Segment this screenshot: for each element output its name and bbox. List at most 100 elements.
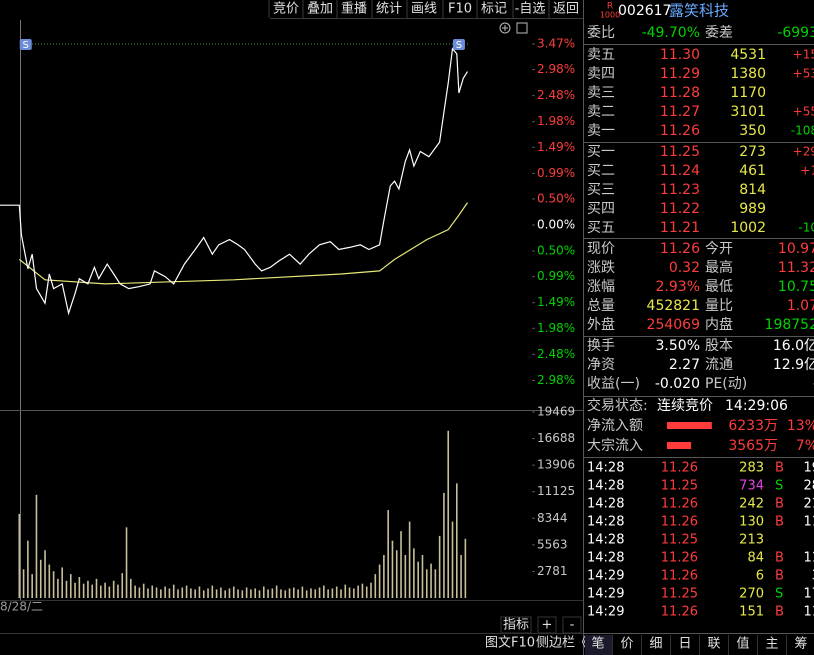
window-icon[interactable] (516, 22, 528, 34)
tab[interactable]: 细 (649, 637, 662, 652)
quote-label: 股本 (705, 338, 733, 354)
stock-code: 002617 (618, 3, 671, 19)
volume-bar (430, 563, 432, 598)
tick-price: 11.26 (661, 569, 698, 584)
volume-bar (18, 513, 21, 598)
volume-bar (365, 586, 368, 598)
zoom-icon[interactable] (499, 22, 511, 34)
volume-bar (284, 590, 287, 598)
volume-bar (310, 588, 312, 598)
volume-bar (31, 574, 33, 598)
volume-bar (104, 582, 106, 598)
tick-price: 11.26 (661, 461, 698, 476)
tab[interactable]: 联 (707, 637, 720, 652)
order-volume: 1170 (730, 85, 766, 101)
signal-marker (19, 39, 32, 50)
tick-time: 14:28 (587, 533, 624, 548)
tab[interactable]: 日 (678, 637, 691, 652)
volume-bar (138, 587, 141, 598)
quote-value: - (813, 376, 814, 392)
tick-time: 14:29 (587, 587, 624, 602)
toolbar-button[interactable]: 竞价 (273, 1, 299, 17)
order-change: +15 (793, 48, 814, 62)
order-change: -108 (791, 124, 814, 138)
volume-bar (35, 494, 38, 598)
volume-bar (65, 580, 68, 598)
quote-label: 涨幅 (587, 279, 615, 295)
quote-value: 10.75 (778, 279, 814, 295)
tick-price: 11.26 (661, 551, 698, 566)
tick-count: 17 (803, 587, 814, 602)
order-change: +53 (793, 67, 814, 81)
indicator-button[interactable]: + (542, 618, 553, 633)
quote-label: PE(动) (705, 376, 747, 392)
tick-time: 14:28 (587, 497, 624, 512)
order-price: 11.24 (660, 163, 700, 179)
quote-value: 1.07 (787, 298, 814, 314)
tab[interactable]: 值 (736, 636, 749, 652)
order-change: +55 (793, 105, 814, 119)
volume-bar (198, 586, 201, 598)
volume-bar (74, 582, 76, 598)
volume-bar (443, 492, 445, 598)
volume-bar (451, 521, 454, 598)
footer-link[interactable]: 图文F10 (485, 636, 535, 651)
quote-value: 452821 (647, 298, 700, 314)
tick-side: B (775, 497, 784, 512)
order-level: 买五 (587, 220, 615, 236)
order-price: 11.22 (660, 201, 700, 217)
volume-bar (155, 587, 158, 598)
toolbar-button[interactable]: 重播 (341, 1, 367, 17)
volume-bar (383, 555, 385, 598)
tab[interactable]: 主 (765, 637, 778, 652)
y-tick-label: 2.48% (537, 347, 575, 361)
flow-bar (667, 442, 692, 449)
tick-volume: 242 (739, 497, 764, 512)
volume-bar (232, 586, 235, 598)
volume-bar (400, 531, 402, 598)
volume-bar (177, 589, 179, 598)
toolbar-button[interactable]: 返回 (553, 2, 579, 17)
quote-label: 现价 (587, 241, 615, 257)
volume-bar (374, 574, 377, 598)
tick-count: 11 (803, 551, 814, 566)
toolbar-button[interactable]: 叠加 (307, 2, 333, 17)
quote-label: 最高 (705, 259, 733, 276)
tab[interactable]: 笔 (591, 636, 604, 652)
signal-marker (452, 39, 465, 50)
toolbar-button[interactable]: F10 (448, 2, 472, 17)
y-tick-label: 0.99% (537, 269, 575, 283)
flow-label: 大宗流入 (587, 438, 643, 454)
volume-bar (361, 583, 364, 598)
quote-label: 总量 (587, 298, 615, 314)
y-tick-label: 2.48% (537, 88, 575, 102)
volume-bar (194, 589, 196, 598)
quote-value: 11.32 (778, 260, 814, 276)
toolbar-button[interactable]: 统计 (376, 2, 402, 17)
toolbar-button[interactable]: -自选 (515, 2, 546, 17)
order-volume: 461 (739, 163, 766, 179)
flow-amount: 6233万 (728, 418, 778, 434)
tick-price: 11.26 (661, 515, 698, 530)
tab[interactable]: 价 (620, 637, 633, 652)
y-tick-label: 1.98% (537, 321, 575, 335)
flow-pct: 13% (787, 418, 814, 434)
order-volume: 4531 (730, 47, 766, 63)
indicator-button[interactable]: 指标 (503, 618, 529, 633)
tick-side: B (775, 515, 784, 530)
indicator-button[interactable]: - (570, 618, 575, 633)
footer-link[interactable]: 侧边栏《 (536, 636, 588, 651)
tab[interactable]: 筹 (794, 636, 807, 652)
tick-count: 21 (803, 497, 814, 512)
volume-bar (413, 548, 415, 598)
toolbar-button[interactable]: 画线 (411, 2, 437, 17)
volume-bar (78, 576, 81, 598)
quote-value: 12.9亿 (773, 357, 814, 373)
volume-bar (164, 586, 166, 598)
order-level: 卖一 (587, 123, 615, 139)
y-tick-label: 2.98% (537, 62, 575, 76)
order-change: +1 (800, 164, 814, 178)
volume-bar (417, 561, 419, 598)
toolbar-button[interactable]: 标记 (481, 2, 507, 17)
date-label: 8/28/二 (0, 600, 43, 614)
